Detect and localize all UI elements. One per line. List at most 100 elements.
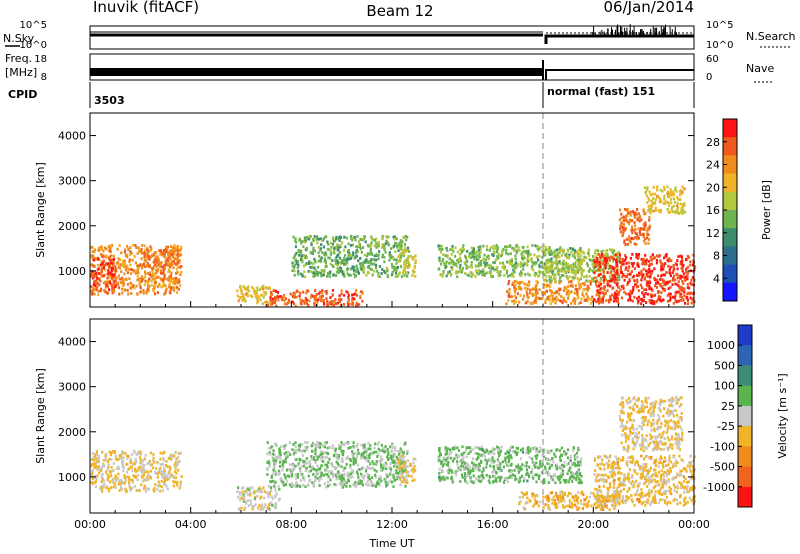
data-cell xyxy=(112,485,115,489)
data-cell xyxy=(305,467,308,470)
data-cell xyxy=(294,304,297,308)
data-cell xyxy=(370,258,373,261)
data-cell xyxy=(172,286,175,290)
data-cell xyxy=(246,487,249,491)
data-cell xyxy=(390,480,393,484)
data-cell xyxy=(130,272,133,275)
data-cell xyxy=(628,296,631,299)
data-cell xyxy=(119,478,122,482)
data-cell xyxy=(332,301,335,305)
data-cell xyxy=(518,285,521,289)
data-cell xyxy=(269,300,272,303)
data-cell xyxy=(301,274,304,278)
data-cell xyxy=(161,476,165,480)
data-cell xyxy=(134,458,137,462)
data-cell xyxy=(400,243,403,246)
data-cell xyxy=(338,298,341,301)
data-cell xyxy=(390,247,393,250)
data-cell xyxy=(377,274,380,278)
data-cell xyxy=(476,271,479,275)
data-cell xyxy=(650,287,653,291)
data-cell xyxy=(404,235,407,238)
data-cell xyxy=(263,290,266,294)
data-cell xyxy=(588,267,591,271)
data-cell xyxy=(452,249,455,253)
data-cell xyxy=(534,271,537,275)
data-cell xyxy=(338,445,341,449)
data-cell xyxy=(545,265,549,269)
data-cell xyxy=(377,242,380,246)
data-cell xyxy=(542,291,545,294)
data-cell xyxy=(612,257,615,261)
data-cell xyxy=(328,457,331,461)
data-cell xyxy=(124,248,127,252)
data-cell xyxy=(282,459,285,463)
data-cell xyxy=(93,462,96,465)
data-cell xyxy=(485,465,488,469)
data-cell xyxy=(319,237,322,241)
data-cell xyxy=(165,245,168,249)
data-cell xyxy=(389,454,393,458)
data-cell xyxy=(615,262,618,266)
data-cell xyxy=(130,252,133,255)
data-cell xyxy=(631,276,634,279)
data-cell xyxy=(324,456,327,460)
data-cell xyxy=(361,292,364,295)
data-cell xyxy=(511,265,514,268)
data-cell xyxy=(681,185,684,189)
data-cell xyxy=(293,265,296,269)
data-cell xyxy=(594,255,598,259)
data-cell xyxy=(395,241,398,245)
data-cell xyxy=(314,475,317,479)
y-tick-label: 1000 xyxy=(58,265,86,278)
data-cell xyxy=(103,273,106,277)
data-cell xyxy=(465,267,468,270)
data-cell xyxy=(599,287,602,291)
data-cell xyxy=(383,477,386,481)
data-cell xyxy=(680,292,683,296)
data-cell xyxy=(495,471,498,475)
data-cell xyxy=(405,261,408,264)
data-cell xyxy=(102,281,105,285)
data-cell xyxy=(620,285,623,288)
data-cell xyxy=(129,459,132,463)
data-cell xyxy=(546,261,549,265)
data-cell xyxy=(670,201,673,205)
data-cell xyxy=(487,263,490,267)
data-cell xyxy=(149,475,152,479)
data-cell xyxy=(365,459,368,463)
data-cell xyxy=(375,258,378,262)
data-cell xyxy=(343,466,346,470)
data-cell xyxy=(497,274,500,278)
data-cell xyxy=(159,262,162,266)
data-cell xyxy=(380,272,383,275)
data-cell xyxy=(347,253,350,257)
data-cell xyxy=(449,448,452,452)
data-cell xyxy=(296,272,300,276)
data-cell xyxy=(152,288,155,292)
data-cell xyxy=(133,255,136,258)
data-cell xyxy=(603,277,606,281)
data-cell xyxy=(657,297,660,301)
data-cell xyxy=(651,202,654,206)
data-cell xyxy=(395,258,398,262)
data-cell xyxy=(532,461,535,465)
data-cell xyxy=(575,451,578,455)
data-cell xyxy=(483,274,486,277)
data-cell xyxy=(307,483,310,487)
data-cell xyxy=(593,269,596,272)
data-cell xyxy=(370,244,373,247)
data-cell xyxy=(395,474,399,478)
data-cell xyxy=(550,250,553,254)
data-cell xyxy=(135,246,138,249)
data-cell xyxy=(634,236,637,239)
data-cell xyxy=(381,458,384,461)
data-cell xyxy=(620,221,623,225)
data-cell xyxy=(139,451,142,454)
data-cell xyxy=(644,254,647,257)
data-cell xyxy=(558,455,562,459)
data-cell xyxy=(154,256,157,259)
data-cell xyxy=(112,462,115,465)
data-cell xyxy=(245,287,248,291)
data-cell xyxy=(140,247,143,251)
